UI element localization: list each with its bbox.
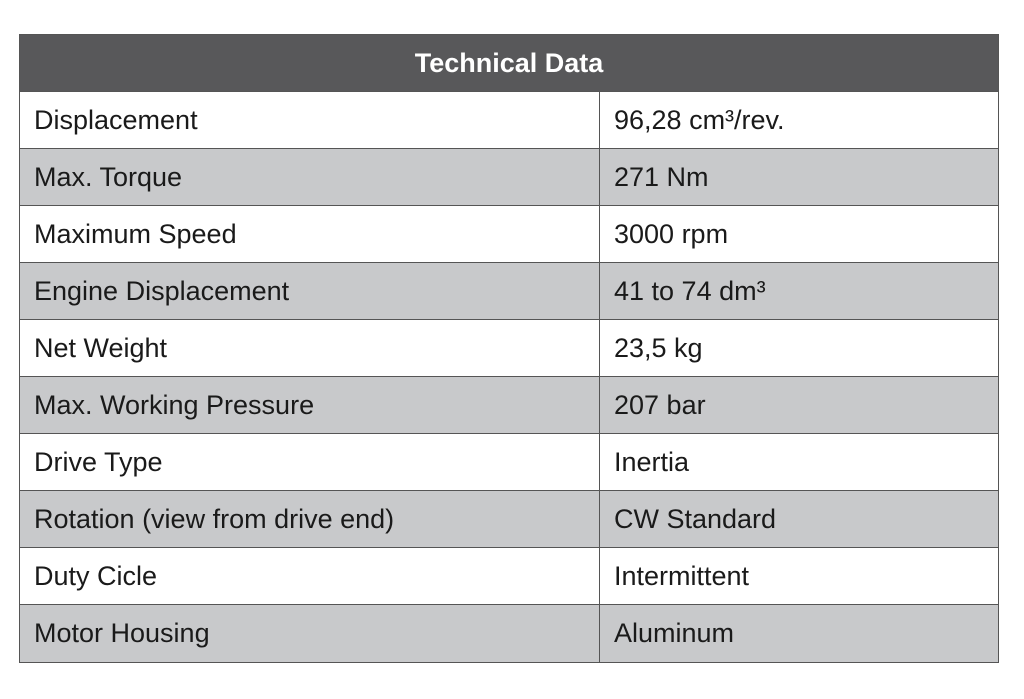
property-cell: Max. Working Pressure: [20, 377, 600, 433]
table-row: Max. Working Pressure 207 bar: [20, 377, 998, 434]
value-cell: Aluminum: [614, 618, 735, 648]
value-cell: Intermittent: [614, 560, 750, 591]
table-body: Displacement 96,28 cm³/rev. Max. Torque 271…: [20, 92, 998, 662]
property-cell: Net Weight: [20, 320, 600, 376]
table-row: Engine Displacement 41 to 74 dm³: [20, 263, 998, 320]
table-row: Motor Housing Aluminum: [20, 605, 998, 662]
value-cell: Inertia: [614, 446, 690, 477]
property-cell: Maximum Speed: [20, 206, 600, 262]
property-cell: Motor Housing: [20, 605, 600, 662]
value-cell: 207 bar: [614, 389, 706, 420]
property-cell: Displacement: [20, 92, 600, 148]
value-cell: 41 to 74 dm³: [614, 275, 766, 306]
value-cell: 271 Nm: [614, 161, 709, 192]
property-cell: Duty Cicle: [20, 548, 600, 604]
value-cell: 3000 rpm: [614, 218, 729, 249]
table-row: Displacement 96,28 cm³/rev.: [20, 92, 998, 149]
table-row: Duty Cicle Intermittent: [20, 548, 998, 605]
property-cell: Drive Type: [20, 434, 600, 490]
table-row: Maximum Speed 3000 rpm: [20, 206, 998, 263]
property-cell: Engine Displacement: [20, 263, 600, 319]
property-cell: Rotation (view from drive end): [20, 491, 600, 547]
technical-data-table: Technical Data Displacement 96,28 cm³/rev…: [19, 34, 999, 663]
table-row: Max. Torque 271 Nm: [20, 149, 998, 206]
table-title: Technical Data: [20, 35, 998, 92]
table-row: Rotation (view from drive end) CW Standar…: [20, 491, 998, 548]
value-cell: CW Standard: [614, 503, 777, 534]
table-row: Drive Type Inertia: [20, 434, 998, 491]
property-cell: Max. Torque: [20, 149, 600, 205]
table-row: Net Weight 23,5 kg: [20, 320, 998, 377]
value-cell: 23,5 kg: [614, 332, 703, 363]
value-cell: 96,28 cm³/rev.: [614, 104, 785, 135]
